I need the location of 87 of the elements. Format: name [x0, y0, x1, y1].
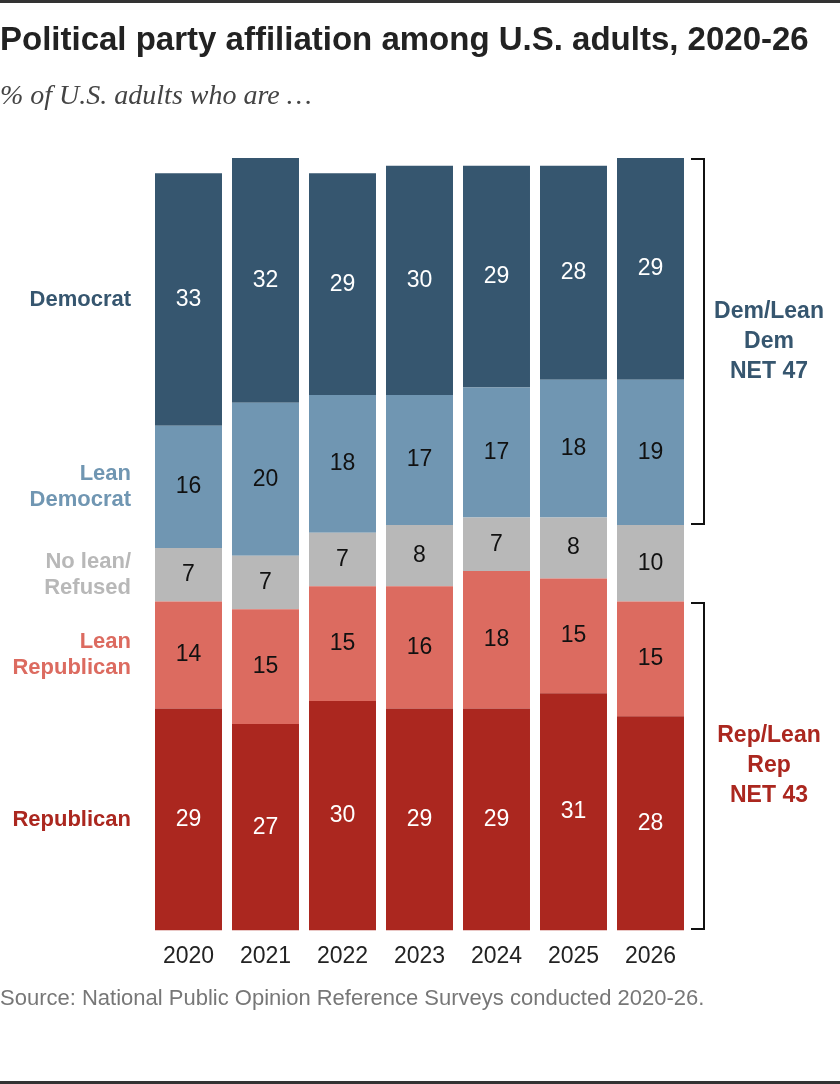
bar — [309, 586, 376, 701]
bar — [309, 395, 376, 533]
bar — [463, 165, 530, 388]
text: Rep/Lean Rep NET 43 — [717, 721, 821, 808]
data-label: 28 — [637, 808, 664, 835]
series-label: Democrat — [29, 285, 132, 311]
data-label: 16 — [175, 472, 202, 499]
data-label: 15 — [252, 651, 279, 678]
data-label: 15 — [560, 621, 587, 648]
source-note: Source: National Public Opinion Reference Surveys conducted 2020-26. — [0, 985, 705, 1011]
data-label: 8 — [567, 533, 580, 560]
series-label: No lean/Refused — [44, 547, 132, 599]
bar — [617, 525, 684, 602]
data-label: 32 — [252, 265, 279, 292]
bar — [617, 379, 684, 526]
data-label: 29 — [637, 254, 664, 281]
bar — [309, 700, 376, 931]
bar — [540, 379, 607, 518]
data-label: 18 — [329, 449, 356, 476]
bar — [232, 158, 299, 403]
bar — [617, 601, 684, 717]
x-tick-label: 2025 — [547, 941, 600, 968]
bar — [386, 525, 453, 587]
bar — [540, 578, 607, 694]
data-label: 18 — [483, 625, 510, 652]
bar — [232, 723, 299, 931]
data-label: 15 — [637, 644, 664, 671]
text: Dem/Lean Dem NET 47 — [714, 296, 824, 383]
bar — [309, 532, 376, 587]
x-tick-label: 2020 — [162, 941, 215, 968]
chart-title: Political party affiliation among U.S. adults, 2020-26 — [0, 20, 809, 58]
data-label: 18 — [560, 433, 587, 460]
bar — [540, 693, 607, 931]
bar — [463, 708, 530, 931]
bar — [309, 173, 376, 396]
data-label: 29 — [329, 269, 356, 296]
data-label: 33 — [175, 284, 202, 311]
x-tick-label: 2023 — [393, 941, 446, 968]
bar — [155, 601, 222, 709]
series-label: Lean Democrat — [29, 459, 132, 511]
bar — [463, 517, 530, 571]
bar — [155, 708, 222, 931]
chart-subtitle: % of U.S. adults who are … — [0, 79, 312, 111]
bar — [155, 548, 222, 602]
bar — [540, 517, 607, 579]
x-tick-label: 2021 — [239, 941, 292, 968]
bar — [617, 716, 684, 931]
data-label: 27 — [252, 812, 279, 839]
x-tick-label: 2022 — [316, 941, 369, 968]
bar — [463, 570, 530, 709]
data-label: 17 — [483, 437, 510, 464]
data-label: 29 — [483, 261, 510, 288]
bar — [540, 165, 607, 380]
bar — [617, 158, 684, 380]
x-tick-label: 2026 — [624, 941, 677, 968]
data-label: 7 — [336, 544, 349, 571]
data-label: 15 — [329, 628, 356, 655]
data-label: 8 — [413, 541, 426, 568]
x-tick-label: 2024 — [470, 941, 523, 968]
data-label: 29 — [483, 804, 510, 831]
data-label: 29 — [406, 804, 433, 831]
bar — [155, 173, 222, 426]
series-label: Republican — [12, 805, 132, 831]
data-label: 29 — [175, 804, 202, 831]
bar — [386, 586, 453, 709]
data-label: 20 — [252, 464, 279, 491]
bar — [386, 165, 453, 396]
bar — [155, 425, 222, 549]
bar — [386, 708, 453, 931]
bar — [463, 387, 530, 518]
bar — [232, 402, 299, 556]
data-label: 30 — [329, 801, 356, 828]
data-label: 30 — [406, 265, 433, 292]
data-label: 19 — [637, 437, 664, 464]
data-label: 7 — [182, 560, 195, 587]
bar — [232, 609, 299, 724]
series-label: Lean Republican — [12, 628, 132, 680]
data-label: 7 — [259, 567, 272, 594]
data-label: 14 — [175, 640, 202, 667]
data-label: 7 — [490, 529, 503, 556]
bar — [232, 555, 299, 610]
bar — [386, 395, 453, 526]
data-label: 28 — [560, 258, 587, 285]
data-label: 17 — [406, 445, 433, 472]
data-label: 16 — [406, 632, 433, 659]
data-label: 10 — [637, 548, 664, 575]
data-label: 31 — [560, 797, 587, 824]
